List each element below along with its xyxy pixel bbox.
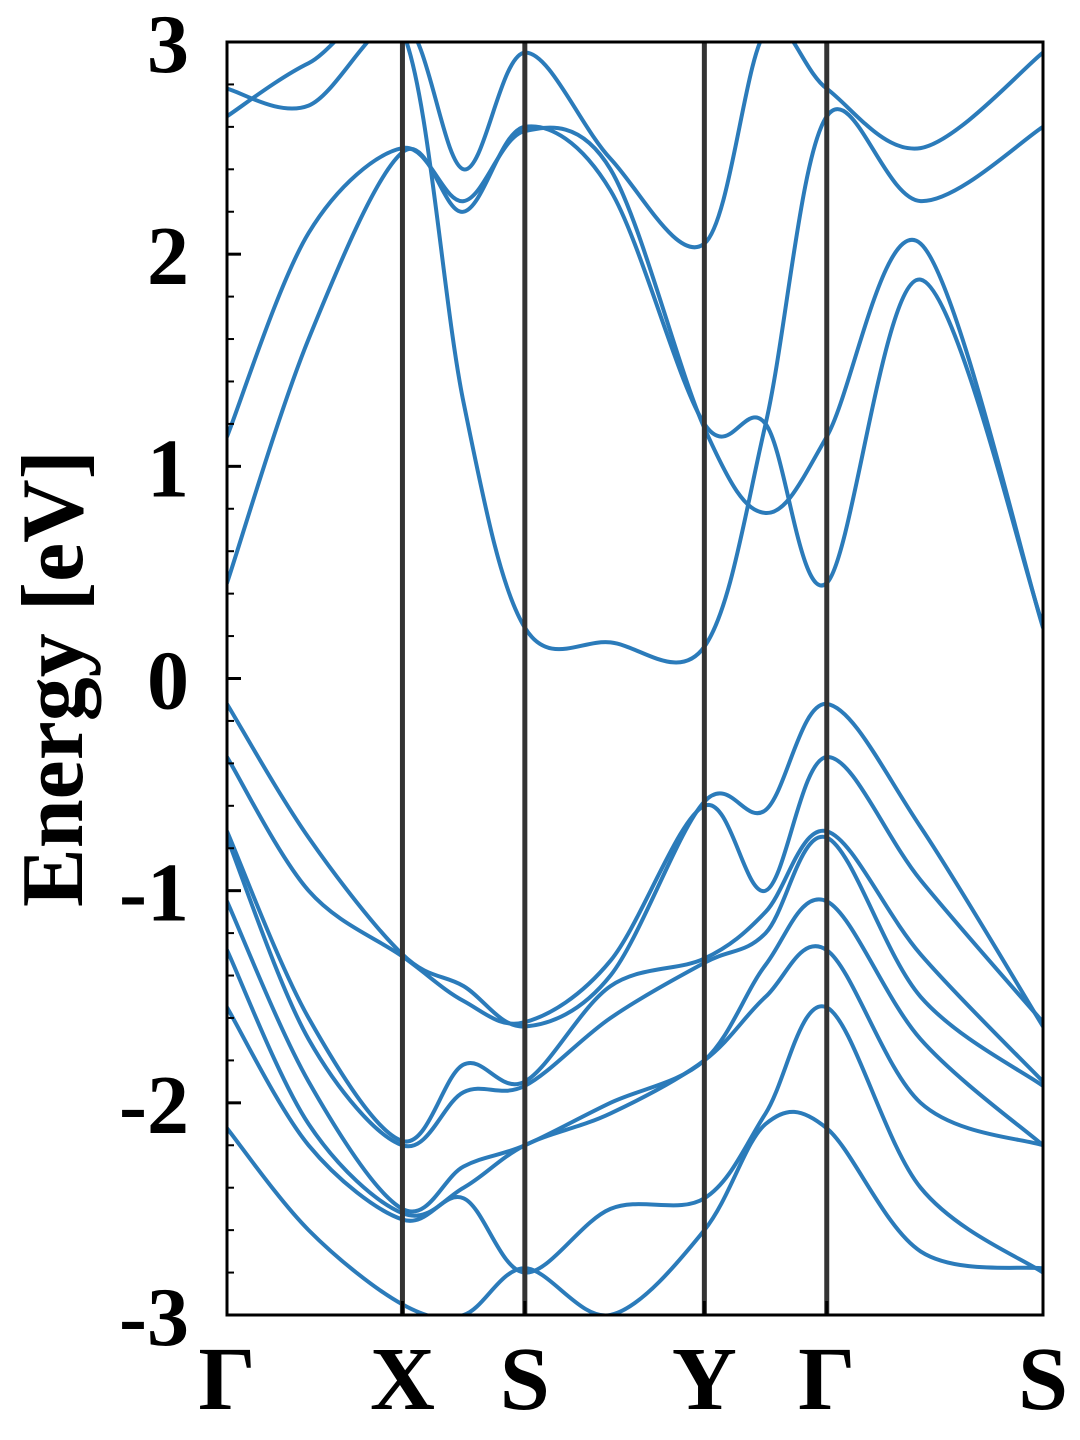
band-line-5	[227, 897, 1043, 1214]
band-line-11	[227, 42, 1043, 665]
x-tick-label: Y	[672, 1330, 737, 1429]
x-tick-label: X	[370, 1330, 435, 1429]
plot-frame	[225, 40, 1045, 1317]
kpoint-lines	[399, 42, 830, 1315]
band-line-8	[227, 1109, 1043, 1315]
band-line-4	[227, 834, 1043, 1149]
y-tick-label: -3	[119, 1271, 189, 1364]
band-line-10	[227, 125, 1043, 630]
x-tick-label: S	[1018, 1330, 1068, 1429]
x-tick-label: Γ	[798, 1330, 855, 1429]
band-line-1	[227, 702, 1043, 1029]
band-line-12	[227, 42, 1043, 250]
y-tick-label: 2	[147, 210, 189, 303]
band-lines	[227, 42, 1043, 1315]
y-tick-label: 1	[147, 422, 189, 515]
band-line-9	[227, 124, 1043, 628]
band-line-7	[227, 1004, 1043, 1275]
y-tick-label: -2	[119, 1059, 189, 1152]
y-ticks: 3 2 1 0 -1 -2 -3	[119, 0, 241, 1364]
x-tick-label: Γ	[198, 1330, 255, 1429]
band-line-3	[227, 828, 1043, 1144]
band-line-2	[227, 754, 1043, 1026]
x-tick-label: S	[500, 1330, 550, 1429]
y-tick-label: -1	[119, 847, 189, 940]
y-tick-label: 3	[147, 0, 189, 91]
band-line-6	[227, 944, 1043, 1218]
y-tick-label: 0	[147, 635, 189, 728]
y-axis-label: Energy [eV]	[5, 450, 102, 907]
